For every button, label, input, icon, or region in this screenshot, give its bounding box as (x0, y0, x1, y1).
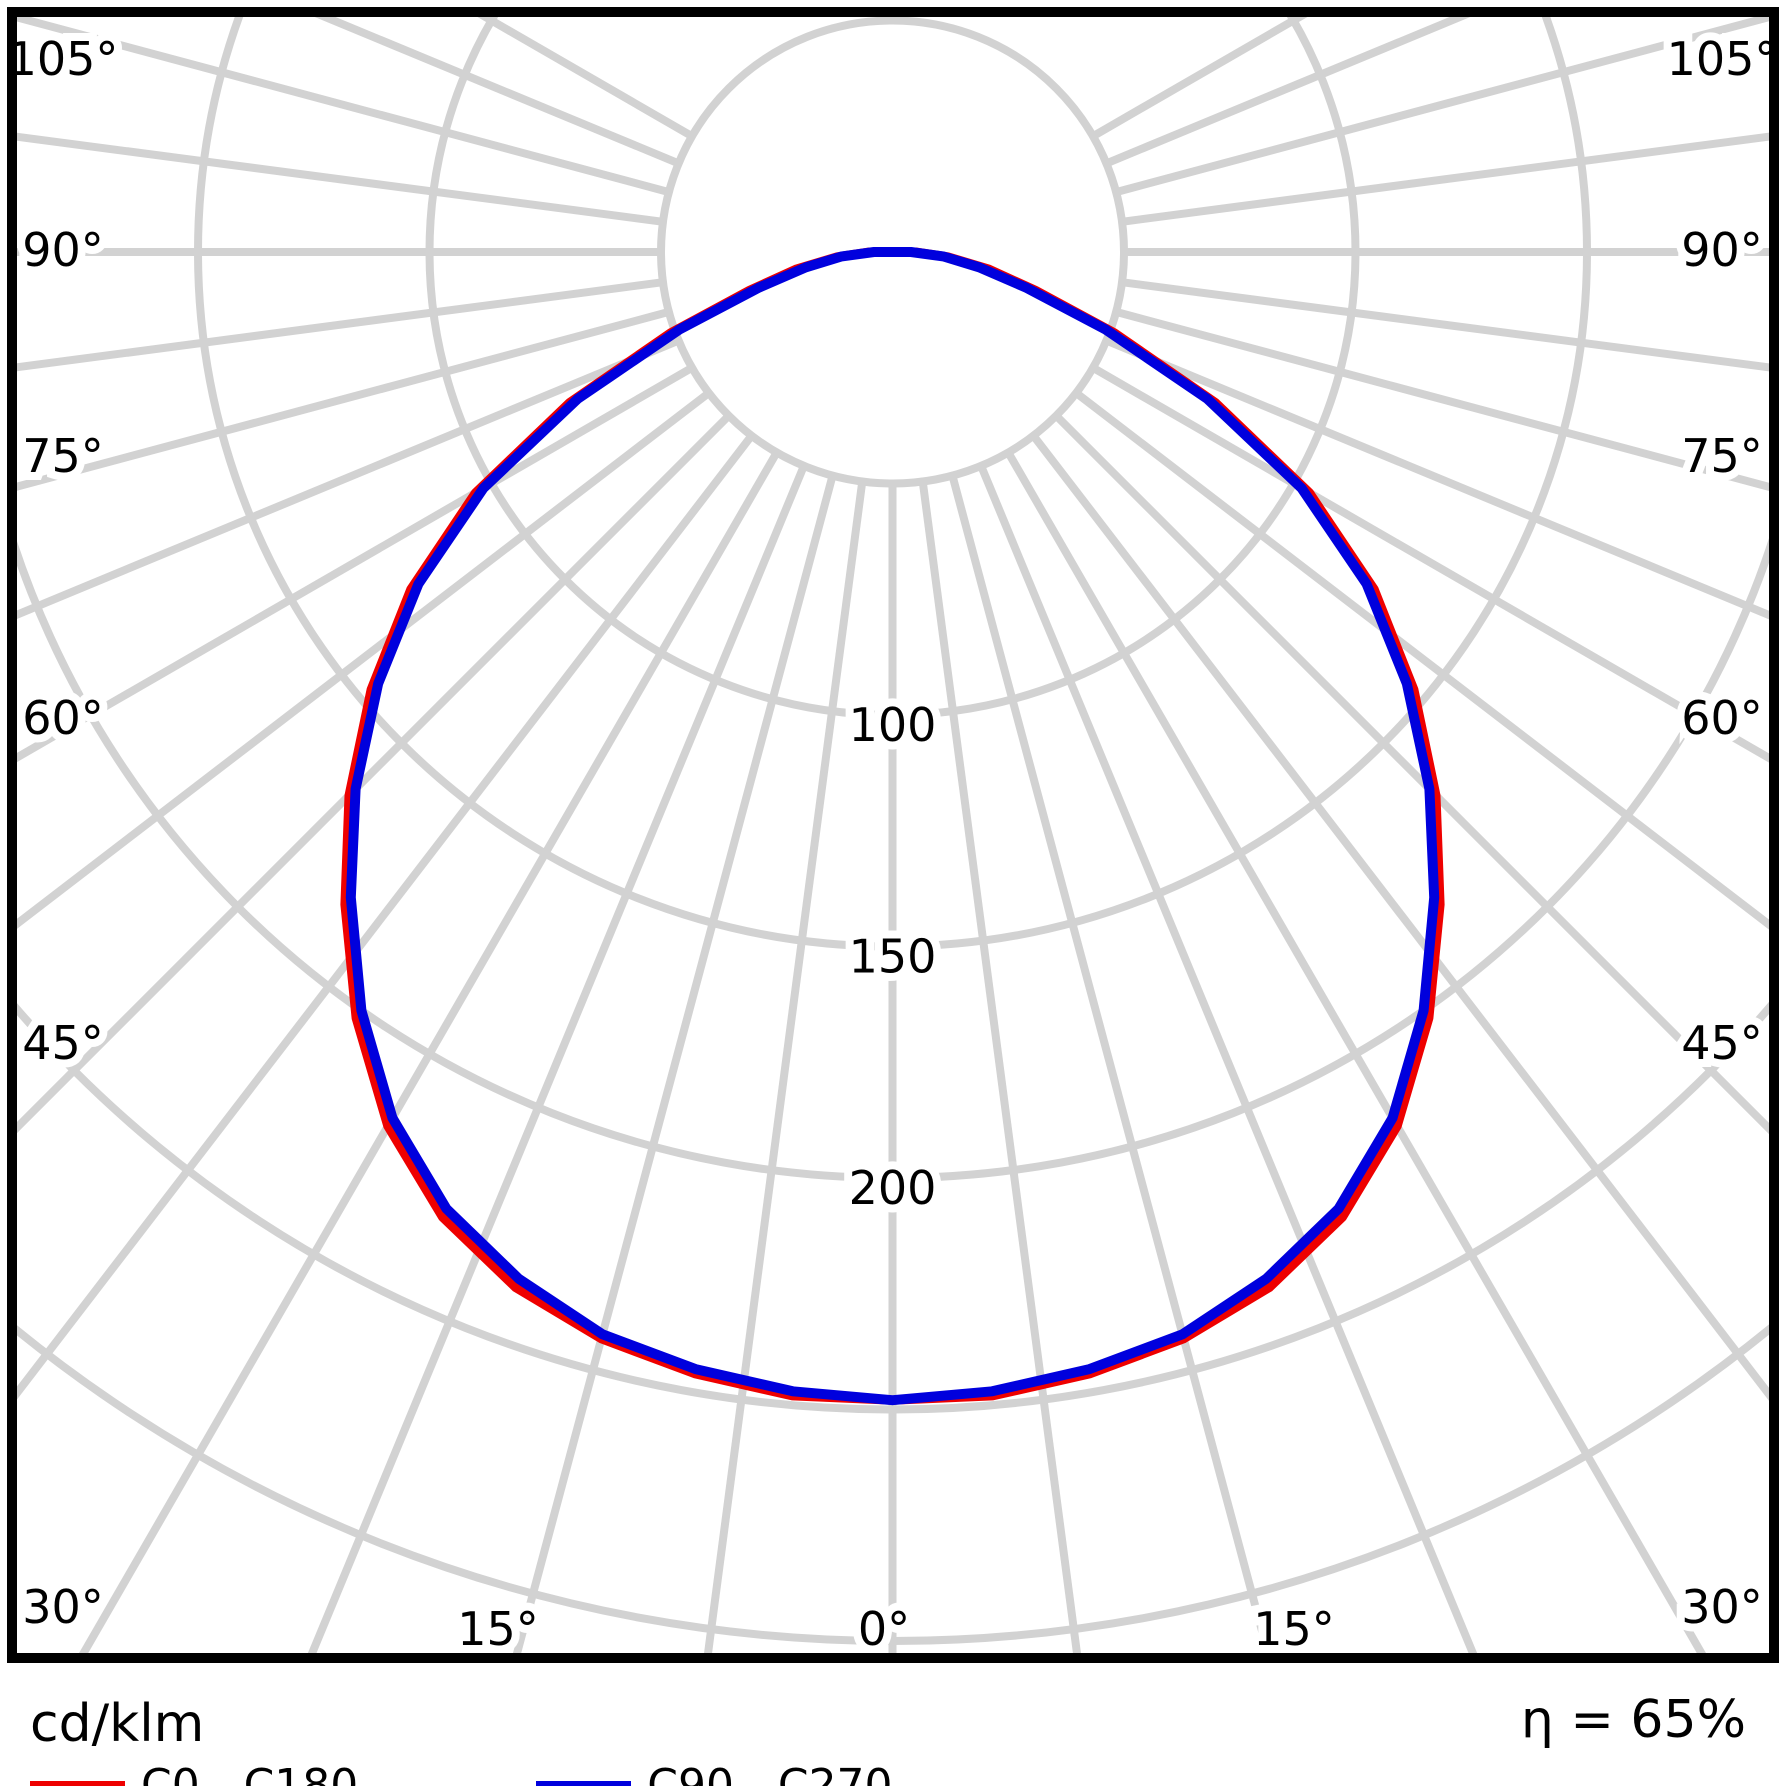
legend-label-c90: C90 - C270 (647, 1760, 893, 1786)
angle-label-left-90°: 90° (22, 223, 104, 277)
angle-label-right-30°: 30° (1681, 1580, 1763, 1634)
angle-label-bottom-15°: 15° (457, 1602, 539, 1656)
grid-spoke (977, 464, 1478, 1653)
grid-spoke (17, 336, 681, 619)
grid-spoke (1053, 412, 1769, 1135)
c0-line-swatch (30, 1781, 125, 1786)
grid-spoke (17, 308, 670, 491)
grid-spoke (1115, 308, 1769, 491)
grid-spoke (17, 364, 695, 763)
angle-label-bottom-15°: 15° (1253, 1602, 1335, 1656)
grid-spoke (1073, 389, 1769, 930)
grid-spoke (17, 412, 732, 1134)
grid-spoke (918, 480, 1081, 1653)
plot-frame (7, 7, 1779, 1663)
grid-spoke (17, 17, 670, 196)
c90-line-swatch (536, 1781, 632, 1786)
grid-spoke (1104, 17, 1471, 168)
grid-spoke (1121, 132, 1769, 226)
grid-spoke (1121, 278, 1769, 372)
grid-spoke (1090, 364, 1769, 763)
angle-label-left-30°: 30° (22, 1580, 104, 1634)
ring-label-100: 100 (849, 698, 937, 752)
ring-label-150: 150 (849, 930, 937, 984)
curve-c90-c270 (345, 247, 1440, 1406)
light-output-ratio-label: η = 65% (1520, 1690, 1746, 1750)
intensity-curves (340, 247, 1445, 1406)
grid-spoke (512, 474, 837, 1653)
grid-spoke (307, 464, 808, 1653)
grid-spoke (704, 480, 867, 1653)
grid-spoke (17, 278, 664, 372)
legend: C0 - C180 C90 - C270 (30, 1760, 1053, 1786)
grid-spoke (1004, 450, 1706, 1653)
legend-label-c0: C0 - C180 (141, 1760, 359, 1786)
angle-label-right-75°: 75° (1681, 429, 1763, 483)
axis-labels: 100 150 200 105° 105° 90° 90° 75° 75° 60° 60° 45° 45… (0, 24, 1785, 1664)
grid-spoke (79, 450, 781, 1653)
grid-spoke (17, 132, 664, 226)
angle-label-bottom-0°: 0° (858, 1602, 910, 1656)
grid-spoke (1104, 336, 1769, 620)
angle-label-right-105°: 105° (1667, 32, 1778, 86)
grid-spoke (1115, 17, 1769, 196)
grid-spoke (17, 433, 755, 1400)
angle-label-left-60°: 60° (22, 691, 104, 745)
angle-label-left-105°: 105° (8, 32, 119, 86)
angle-label-right-90°: 90° (1681, 223, 1763, 277)
ring-label-200: 200 (849, 1161, 937, 1215)
legend-item-c0: C0 - C180 (30, 1760, 358, 1786)
unit-label: cd/klm (30, 1694, 205, 1754)
grid-spoke (1030, 433, 1769, 1401)
angle-label-left-75°: 75° (22, 429, 104, 483)
grid-spoke (948, 474, 1273, 1653)
angle-label-left-45°: 45° (22, 1016, 104, 1070)
legend-item-c90: C90 - C270 (536, 1760, 893, 1786)
angle-label-right-45°: 45° (1681, 1016, 1763, 1070)
grid-spoke (17, 389, 712, 929)
angle-label-right-60°: 60° (1681, 691, 1763, 745)
grid-spoke (314, 17, 681, 168)
